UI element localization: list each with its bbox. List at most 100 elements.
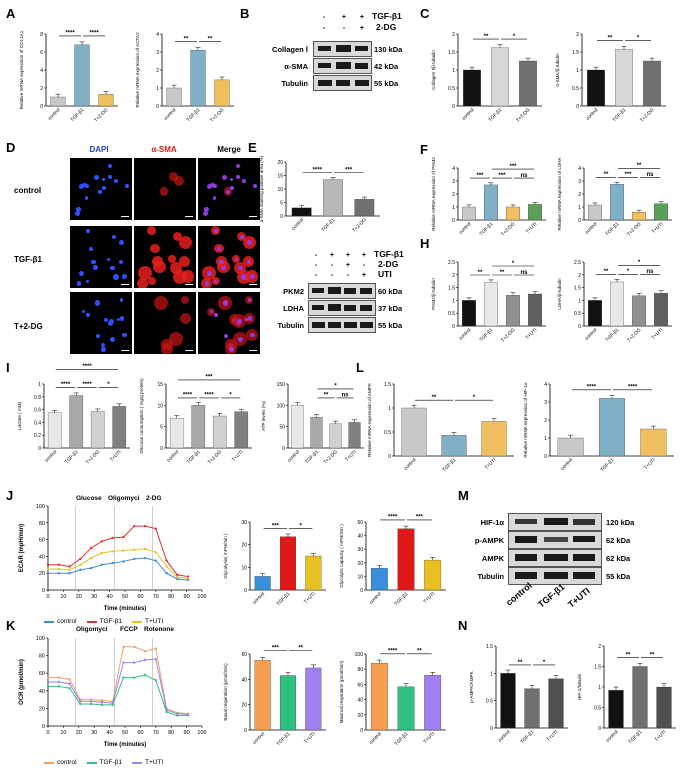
data-point — [133, 524, 136, 528]
chart-c-asma: 0 0.5 1 1.5 2 α-SMA/β-tubulin control TGF-β1 T+2… — [555, 32, 666, 124]
nucleus — [213, 183, 218, 189]
blot-m-lane-tgf: TGF-β1 — [536, 581, 567, 610]
y-tick-label: 20 — [357, 713, 363, 719]
bar — [50, 96, 66, 107]
panel-letter-j: J — [6, 488, 14, 503]
chart-i-atp: 0 50 100 150 ATP levels (%) control TGF-β1 T+2-… — [261, 382, 364, 466]
sign: - — [346, 270, 350, 279]
x-tick-label: T+2-DG — [351, 217, 368, 234]
data-point — [111, 561, 114, 565]
nucleus — [206, 183, 212, 190]
data-point — [89, 700, 93, 703]
nucleus — [85, 183, 90, 189]
data-point — [154, 679, 157, 682]
scale-bar — [185, 350, 193, 351]
sign: - — [314, 250, 318, 259]
data-point — [122, 676, 125, 679]
y-tick-label: 0 — [452, 104, 455, 110]
nucleus — [217, 247, 221, 251]
data-point — [122, 661, 125, 664]
chart-l-ampk: 0 0.5 1 1.5 Relative mRNA expression of AMPK… — [367, 382, 514, 473]
bar — [291, 405, 304, 449]
y-tick-label: 0 — [578, 324, 581, 330]
x-tick-label: TGF-β1 — [64, 449, 80, 465]
nucleus — [112, 235, 116, 239]
sign: + — [361, 270, 367, 279]
blot-m-strip-hif — [508, 513, 602, 531]
nucleus — [226, 190, 230, 194]
scale-bar — [121, 216, 129, 217]
data-point — [176, 577, 179, 581]
data-point — [46, 563, 50, 566]
y-tick-label: 40 — [39, 554, 45, 560]
x-tick-label: 60 — [137, 730, 143, 736]
x-tick-label: control — [585, 107, 599, 121]
cytoplasm-signal — [161, 343, 174, 354]
bar — [254, 576, 271, 591]
bar — [610, 281, 624, 327]
nucleus — [210, 182, 215, 187]
bar — [484, 282, 498, 327]
data-point — [68, 678, 71, 681]
sig-marker: ** — [324, 393, 329, 399]
nucleus — [94, 175, 100, 181]
nucleus — [125, 184, 129, 188]
bar — [462, 206, 476, 221]
data-point — [68, 568, 71, 572]
y-tick-label: 6 — [40, 50, 43, 56]
sig-marker: ** — [604, 172, 609, 178]
x-tick-label: control — [163, 107, 177, 121]
y-tick-label: 1 — [578, 205, 581, 211]
nucleus — [104, 317, 109, 322]
y-tick-label: 0 — [282, 446, 285, 452]
y-tick-label: 100 — [36, 504, 45, 510]
x-tick-label: T+UTI — [546, 729, 560, 743]
bar — [305, 667, 322, 731]
bar — [640, 428, 667, 457]
legend-label: T+UTI — [145, 759, 164, 766]
cytoplasm-signal — [178, 236, 192, 250]
cytoplasm-signal — [150, 244, 160, 254]
data-point — [89, 556, 93, 560]
nucleus — [78, 183, 84, 190]
data-point — [133, 548, 136, 551]
data-point — [46, 567, 50, 571]
sig-marker: ** — [637, 163, 642, 169]
bar — [632, 666, 648, 729]
if-row-tgf: TGF-β1 — [14, 255, 42, 264]
x-tick-label: T+2-DG — [323, 449, 340, 466]
data-point — [68, 565, 71, 568]
sig-marker: ** — [478, 270, 483, 276]
bar — [424, 675, 442, 731]
y-tick-label: 3 — [156, 50, 159, 56]
data-point — [100, 540, 104, 543]
data-point — [89, 566, 93, 570]
data-point — [46, 676, 50, 679]
y-axis-label: Relative mRNA expression of AMPK — [367, 382, 372, 457]
y-tick-label: 0 — [160, 446, 163, 452]
y-tick-label: 2 — [452, 32, 455, 38]
bar — [370, 568, 388, 591]
panel-letter-i: I — [6, 360, 10, 375]
sig-marker: * — [334, 384, 337, 390]
y-tick-label: 30 — [357, 547, 363, 553]
x-tick-label: 10 — [60, 594, 66, 600]
nucleus — [221, 265, 227, 270]
legend-label: control — [57, 759, 77, 766]
blot-b-strip-collagen — [313, 41, 372, 57]
y-axis-label: LDHA/β-tubulin — [557, 278, 562, 310]
nucleus — [235, 164, 240, 169]
y-tick-label: 150 — [277, 382, 286, 388]
nucleus — [253, 184, 257, 188]
y-tick-label: 4 — [40, 68, 43, 74]
y-tick-label: 1.5 — [486, 644, 493, 650]
series-line — [48, 658, 189, 716]
x-tick-label: T+UTI — [231, 449, 245, 463]
sig-marker: ** — [608, 35, 613, 41]
y-axis-label: ATP levels (%) — [261, 401, 266, 431]
y-axis-label: Basal respiration (pmol/min) — [223, 663, 228, 721]
cytoplasm-signal — [180, 312, 192, 324]
sig-marker: ** — [298, 646, 303, 652]
nucleus — [107, 164, 112, 169]
nucleus — [116, 317, 120, 321]
